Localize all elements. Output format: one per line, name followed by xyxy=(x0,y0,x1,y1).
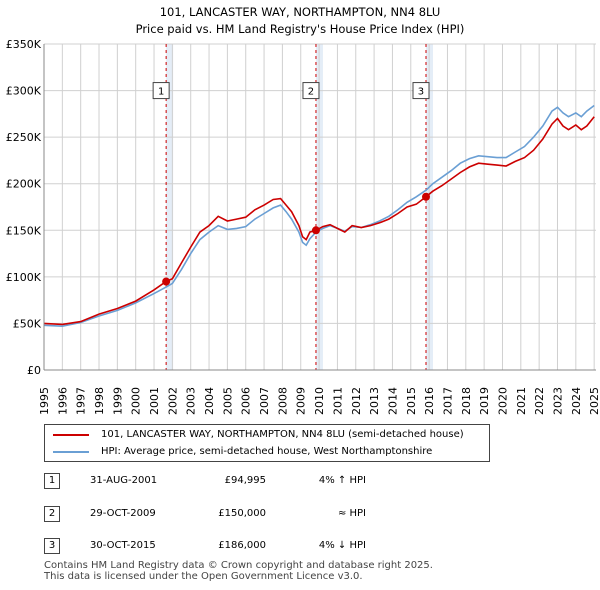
x-tick-label: 2006 xyxy=(240,387,253,415)
y-tick-label: £100K xyxy=(6,271,42,284)
y-tick-label: £300K xyxy=(6,85,42,98)
x-tick-label: 2000 xyxy=(130,387,143,415)
sale-shade-band xyxy=(166,44,174,370)
sale-hpi-relation: 4% ↑ HPI xyxy=(318,475,366,486)
x-tick-label: 2007 xyxy=(258,387,271,415)
sale-point xyxy=(311,226,320,235)
y-tick-label: £50K xyxy=(13,317,42,330)
x-tick-label: 1996 xyxy=(56,387,69,415)
x-tick-label: 2008 xyxy=(276,387,289,415)
legend-swatch-hpi xyxy=(53,451,89,453)
footer-line1: Contains HM Land Registry data © Crown c… xyxy=(44,560,433,571)
sale-annotation-box xyxy=(302,82,320,100)
x-tick-label: 2002 xyxy=(166,387,179,415)
x-tick-label: 2013 xyxy=(368,387,381,415)
sale-date: 31-AUG-2001 xyxy=(90,475,158,486)
sale-price: £150,000 xyxy=(218,508,266,519)
sale-row: 2 29-OCT-2009 £150,000 ≈ HPI xyxy=(44,506,404,524)
x-tick-label: 2025 xyxy=(588,387,600,415)
legend-label-price: 101, LANCASTER WAY, NORTHAMPTON, NN4 8LU… xyxy=(101,429,464,440)
sale-price: £186,000 xyxy=(218,540,266,551)
x-tick-label: 2009 xyxy=(295,387,308,415)
sale-number-badge: 1 xyxy=(44,473,60,489)
sale-date: 30-OCT-2015 xyxy=(90,540,156,551)
y-tick-label: £150K xyxy=(6,224,42,237)
x-tick-label: 1999 xyxy=(111,387,124,415)
chart-legend: 101, LANCASTER WAY, NORTHAMPTON, NN4 8LU… xyxy=(44,424,490,462)
sale-row: 1 31-AUG-2001 £94,995 4% ↑ HPI xyxy=(44,473,404,491)
sale-number-badge: 3 xyxy=(44,538,60,554)
sale-row: 3 30-OCT-2015 £186,000 4% ↓ HPI xyxy=(44,538,404,556)
x-tick-label: 2024 xyxy=(570,387,583,415)
sale-point xyxy=(162,277,171,286)
sale-date: 29-OCT-2009 xyxy=(90,508,156,519)
footer-line2: This data is licensed under the Open Gov… xyxy=(44,571,363,582)
legend-item-price: 101, LANCASTER WAY, NORTHAMPTON, NN4 8LU… xyxy=(53,427,464,443)
x-tick-label: 2017 xyxy=(441,387,454,415)
x-tick-label: 1995 xyxy=(38,387,51,415)
x-tick-label: 2010 xyxy=(313,387,326,415)
x-tick-label: 2016 xyxy=(423,387,436,415)
x-tick-label: 1998 xyxy=(93,387,106,415)
x-tick-label: 2005 xyxy=(221,387,234,415)
y-tick-label: £200K xyxy=(6,178,42,191)
x-tick-label: 2014 xyxy=(386,387,399,415)
chart-title-line1: 101, LANCASTER WAY, NORTHAMPTON, NN4 8LU xyxy=(160,5,441,19)
x-tick-label: 2019 xyxy=(478,387,491,415)
sale-annotation-label: 2 xyxy=(308,87,314,98)
x-tick-label: 2018 xyxy=(460,387,473,415)
sale-price: £94,995 xyxy=(224,475,266,486)
x-tick-label: 2020 xyxy=(496,387,509,415)
y-tick-label: £0 xyxy=(27,364,41,377)
y-tick-label: £350K xyxy=(6,38,42,51)
price-series-line xyxy=(43,116,595,326)
sale-hpi-relation: 4% ↓ HPI xyxy=(318,540,366,551)
sale-hpi-relation: ≈ HPI xyxy=(337,508,366,519)
x-tick-label: 1997 xyxy=(75,387,88,415)
x-tick-label: 2001 xyxy=(148,387,161,415)
legend-label-hpi: HPI: Average price, semi-detached house,… xyxy=(101,446,433,457)
chart-title-line2: Price paid vs. HM Land Registry's House … xyxy=(136,22,465,36)
price-chart: 101, LANCASTER WAY, NORTHAMPTON, NN4 8LU… xyxy=(6,5,600,415)
x-tick-label: 2012 xyxy=(350,387,363,415)
x-tick-label: 2015 xyxy=(405,387,418,415)
sale-annotation-label: 3 xyxy=(418,87,424,98)
y-tick-label: £250K xyxy=(6,131,42,144)
x-tick-label: 2003 xyxy=(185,387,198,415)
sale-annotation-label: 1 xyxy=(158,87,164,98)
legend-swatch-price xyxy=(53,434,89,436)
sale-number-badge: 2 xyxy=(44,506,60,522)
x-tick-label: 2023 xyxy=(551,387,564,415)
sale-annotation-box xyxy=(412,82,430,100)
x-tick-label: 2004 xyxy=(203,387,216,415)
sale-point xyxy=(421,192,430,201)
x-tick-label: 2011 xyxy=(331,387,344,415)
x-tick-label: 2021 xyxy=(515,387,528,415)
sale-annotation-box xyxy=(152,82,170,100)
legend-item-hpi: HPI: Average price, semi-detached house,… xyxy=(53,444,432,460)
x-tick-label: 2022 xyxy=(533,387,546,415)
footer-attribution: Contains HM Land Registry data © Crown c… xyxy=(44,560,433,582)
